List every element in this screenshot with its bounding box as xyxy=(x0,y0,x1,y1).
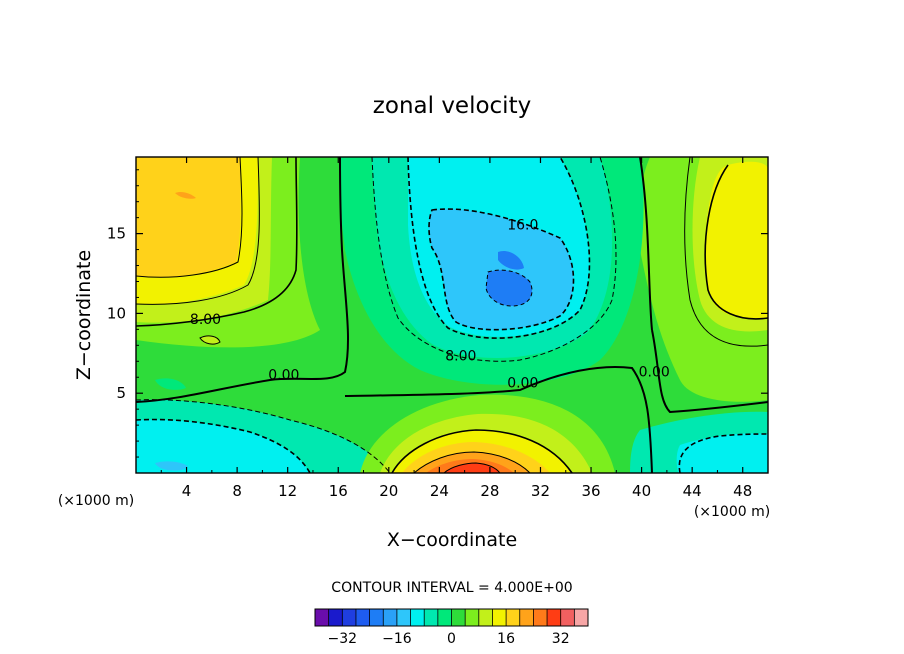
fill-speck-midleft xyxy=(155,378,186,390)
contour-line-speck-left xyxy=(199,335,221,345)
x-tick-label: 44 xyxy=(683,482,702,500)
colorbar xyxy=(314,608,589,627)
contour-label: 0.00 xyxy=(268,368,299,384)
x-tick-label: 32 xyxy=(531,482,550,500)
contour-line-negative-core xyxy=(485,269,533,307)
fill-band-cyan-bottomright xyxy=(676,433,768,473)
colorbar-swatch xyxy=(519,609,534,626)
contour-label: 8.00 xyxy=(190,312,221,328)
y-tick-label: 15 xyxy=(107,225,126,243)
colorbar-swatch xyxy=(328,609,343,626)
colorbar-tick-label: 32 xyxy=(552,631,570,647)
y-axis-label: Z−coordinate xyxy=(73,250,95,380)
x-unit-right: (×1000 m) xyxy=(694,504,770,520)
contour-label: 0.00 xyxy=(507,376,538,392)
contour-line-negative-bottomright xyxy=(678,433,768,473)
contour-label: 8.00 xyxy=(445,348,476,364)
colorbar-tick-label: −16 xyxy=(382,631,412,647)
x-tick-label: 16 xyxy=(329,482,348,500)
colorbar-swatch xyxy=(424,609,439,626)
x-axis-label: X−coordinate xyxy=(387,529,517,551)
x-tick-label: 20 xyxy=(379,482,398,500)
x-tick-label: 24 xyxy=(430,482,449,500)
fill-band-darkorange-speck xyxy=(175,191,196,199)
plot-frame xyxy=(135,156,769,474)
x-axis-ticks: 4 8 12 16 20 24 28 32 36 40 44 48 xyxy=(160,157,752,500)
colorbar-tick-labels: −32 −16 0 16 32 xyxy=(328,631,570,647)
fill-band-yellow-right xyxy=(704,161,768,320)
colorbar-swatch xyxy=(506,609,521,626)
colorbar-swatch xyxy=(315,609,329,626)
colorbar-swatch xyxy=(533,609,548,626)
contour-line-positive-3 xyxy=(136,157,243,278)
contour-line-jet-3 xyxy=(443,462,501,473)
contour-label: 16.0 xyxy=(507,218,538,234)
colorbar-swatch xyxy=(492,609,507,626)
contour-line-negative-1 xyxy=(371,157,617,362)
contour-line-negative-bottomleft-2 xyxy=(136,399,391,473)
colorbar-tick-label: 16 xyxy=(497,631,515,647)
fill-band-sky-bottomleft xyxy=(155,461,188,471)
y-tick-label: 10 xyxy=(107,304,126,322)
fill-band-red-jet xyxy=(444,463,500,473)
contour-line-positive-5 xyxy=(684,157,768,347)
x-tick-label: 4 xyxy=(182,482,192,500)
contour-line-jet-2 xyxy=(413,451,531,473)
contour-line-zero-right xyxy=(344,365,653,473)
colorbar-swatch xyxy=(465,609,480,626)
contour-labels: 16.0 8.00 8.00 0.00 0.00 0.00 xyxy=(190,218,670,392)
contour-line-negative-16 xyxy=(428,208,575,331)
colorbar-swatch xyxy=(478,609,493,626)
contour-line-zero xyxy=(136,157,349,403)
colorbar-swatch xyxy=(574,609,589,626)
colorbar-swatch xyxy=(369,609,384,626)
colorbar-swatch xyxy=(410,609,425,626)
contour-line-zero-farright xyxy=(651,329,768,414)
y-tick-label: 5 xyxy=(116,384,126,402)
contour-line-positive-4 xyxy=(704,164,768,320)
fill-band-blue-core xyxy=(486,270,532,306)
chart-title: zonal velocity xyxy=(373,93,531,119)
colorbar-tick-label: 0 xyxy=(447,631,456,647)
contour-lines xyxy=(136,157,768,473)
x-tick-label: 12 xyxy=(278,482,297,500)
colorbar-tick-label: −32 xyxy=(328,631,358,647)
fill-band-orange-topleft xyxy=(136,157,241,278)
colorbar-swatch xyxy=(547,609,561,626)
colorbar-swatch xyxy=(342,609,357,626)
x-tick-label: 40 xyxy=(632,482,651,500)
x-tick-label: 36 xyxy=(581,482,600,500)
contour-line-zero-topright xyxy=(639,157,653,331)
fill-band-sky xyxy=(429,209,574,330)
contour-fill xyxy=(136,157,768,473)
x-tick-label: 8 xyxy=(232,482,242,500)
contour-label: 0.00 xyxy=(639,364,670,380)
contour-line-jet-1 xyxy=(391,429,573,473)
colorbar-swatch xyxy=(437,609,452,626)
colorbar-swatch xyxy=(396,609,411,626)
colorbar-frame xyxy=(314,608,589,627)
x-tick-label: 48 xyxy=(733,482,752,500)
fill-band-blue-small xyxy=(498,250,524,270)
colorbar-swatch xyxy=(451,609,466,626)
x-unit-left: (×1000 m) xyxy=(58,493,134,509)
y-axis-ticks: 5 10 15 xyxy=(107,169,768,458)
colorbar-swatch xyxy=(560,609,575,626)
x-tick-label: 28 xyxy=(480,482,499,500)
contour-line-positive-2 xyxy=(136,157,260,305)
contour-line-negative-2 xyxy=(407,157,591,339)
colorbar-swatch xyxy=(355,609,370,626)
fill-band-cyan-bottomleft xyxy=(136,419,310,473)
contour-line-positive-1 xyxy=(136,157,298,327)
colorbar-swatch xyxy=(383,609,398,626)
contour-line-negative-bottomleft xyxy=(136,418,311,473)
contour-interval-text: CONTOUR INTERVAL = 4.000E+00 xyxy=(331,580,572,596)
